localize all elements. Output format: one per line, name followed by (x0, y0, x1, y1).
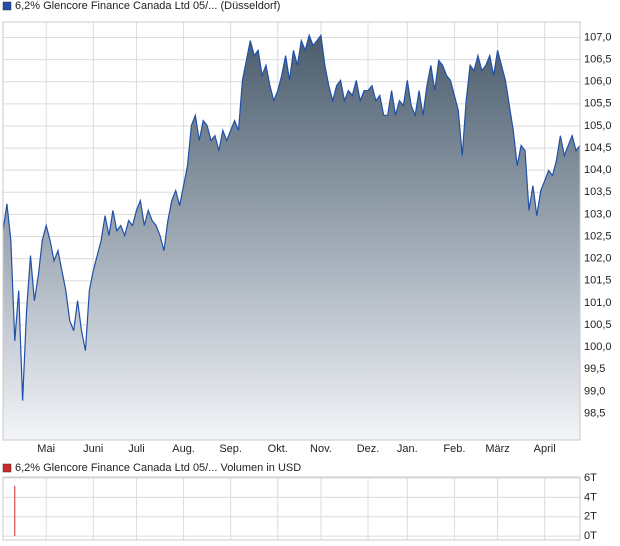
x-tick-label: Feb. (443, 443, 465, 455)
legend-swatch (2, 463, 12, 473)
x-tick-label: Jan. (397, 443, 418, 455)
x-tick-label: Dez. (357, 443, 380, 455)
y-tick-label: 106,0 (584, 76, 612, 88)
x-tick-label: Mai (37, 443, 55, 455)
x-tick-label: Juni (83, 443, 103, 455)
y-tick-label: 103,0 (584, 208, 612, 220)
y-tick-label: 104,0 (584, 164, 612, 176)
y-tick-label: 2T (584, 511, 597, 523)
x-tick-label: Aug. (172, 443, 195, 455)
legend-swatch (2, 1, 12, 11)
legend-label: 6,2% Glencore Finance Canada Ltd 05/... … (15, 0, 280, 12)
y-tick-label: 105,5 (584, 98, 612, 110)
x-tick-label: Nov. (310, 443, 332, 455)
plot-frame (2, 476, 581, 541)
y-tick-label: 99,5 (584, 363, 605, 375)
y-tick-label: 105,0 (584, 120, 612, 132)
y-tick-label: 6T (584, 472, 597, 484)
x-tick-label: April (534, 443, 556, 455)
line (2, 33, 581, 401)
y-tick-label: 104,5 (584, 142, 612, 154)
y-tick-label: 99,0 (584, 385, 605, 397)
y-tick-label: 103,5 (584, 186, 612, 198)
y-tick-label: 0T (584, 530, 597, 542)
y-tick-label: 106,5 (584, 54, 612, 66)
x-tick-label: März (485, 443, 509, 455)
y-tick-label: 100,5 (584, 319, 612, 331)
y-tick-label: 101,0 (584, 297, 612, 309)
y-tick-label: 100,0 (584, 341, 612, 353)
y-tick-label: 107,0 (584, 31, 612, 43)
legend-label: 6,2% Glencore Finance Canada Ltd 05/... … (15, 462, 301, 474)
x-tick-label: Okt. (268, 443, 288, 455)
y-tick-label: 102,5 (584, 230, 612, 242)
x-tick-label: Sep. (219, 443, 242, 455)
plot-frame (2, 21, 581, 441)
y-tick-label: 102,0 (584, 253, 612, 265)
area (3, 35, 580, 441)
x-tick-label: Juli (128, 443, 145, 455)
y-tick-label: 4T (584, 491, 597, 503)
y-tick-label: 98,5 (584, 407, 605, 419)
y-tick-label: 101,5 (584, 275, 612, 287)
